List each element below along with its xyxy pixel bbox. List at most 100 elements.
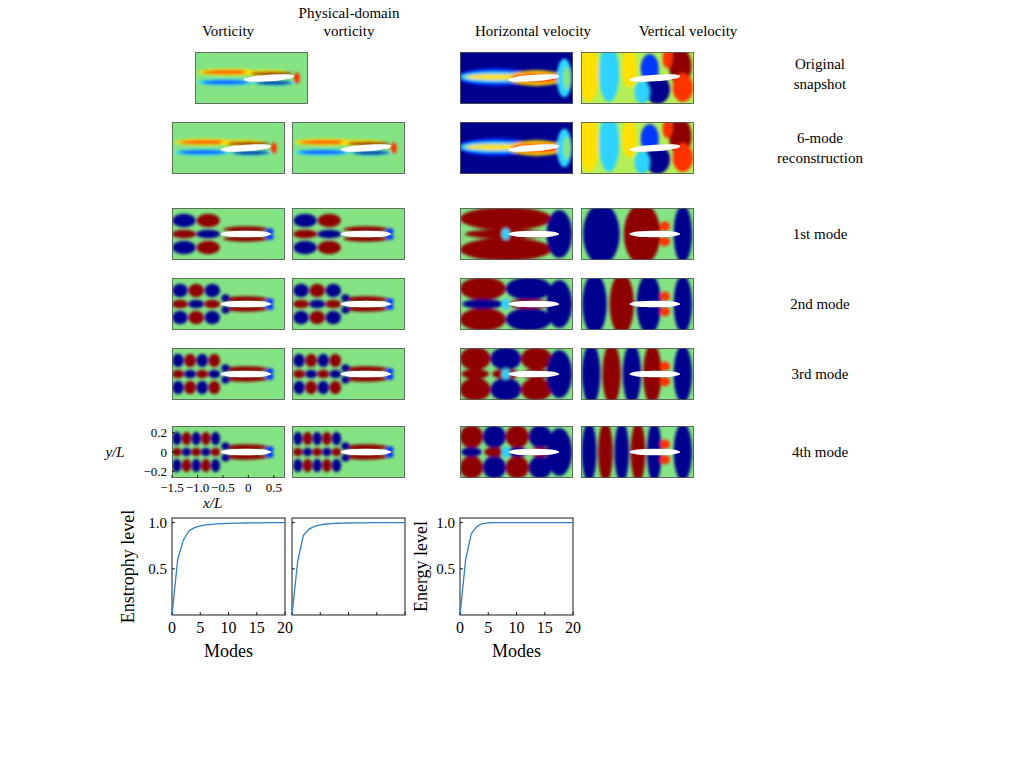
y-tick xyxy=(172,471,175,472)
series-line xyxy=(172,523,285,615)
field-blob xyxy=(521,378,552,400)
text-line: 2nd mode xyxy=(790,296,850,312)
field-blob xyxy=(172,214,195,227)
field-blob xyxy=(330,354,342,367)
field-blob xyxy=(293,284,308,297)
panel-frame xyxy=(173,123,285,174)
y-tick xyxy=(292,522,295,523)
body xyxy=(629,449,680,456)
field-blob xyxy=(660,307,670,317)
x-tick-label: −0.5 xyxy=(211,480,235,495)
field-blob xyxy=(293,448,303,457)
field-structures xyxy=(583,208,692,260)
field-blob xyxy=(461,447,482,457)
field-panel xyxy=(292,426,405,478)
y-axis-title: Enstrophy level xyxy=(118,510,138,623)
field-panel xyxy=(172,278,285,330)
body xyxy=(629,371,680,378)
field-blob xyxy=(188,300,204,309)
field-blob xyxy=(271,142,277,154)
panel-frame xyxy=(196,53,308,104)
field-blob xyxy=(293,370,305,379)
field-panel xyxy=(172,348,285,400)
field-blob xyxy=(205,311,220,324)
panel-frame xyxy=(461,427,573,478)
field-blob xyxy=(172,459,181,472)
field-blob xyxy=(172,448,182,457)
field-panel xyxy=(460,348,573,400)
field-blob xyxy=(508,70,564,85)
panel-frame xyxy=(293,279,405,330)
field-blob xyxy=(462,299,503,309)
text-line: 3rd mode xyxy=(791,366,848,382)
field-structures xyxy=(293,354,394,394)
field-panel xyxy=(460,208,573,260)
x-tick xyxy=(573,612,574,615)
y-tick-label: −0.2 xyxy=(143,464,167,479)
body xyxy=(243,73,294,83)
field-panel xyxy=(460,426,573,478)
field-blob xyxy=(188,284,203,297)
body xyxy=(629,73,680,83)
panel-frame xyxy=(173,279,285,330)
field-blob xyxy=(582,278,606,330)
y-tick-label: 1.0 xyxy=(436,515,455,531)
field-blob xyxy=(221,364,229,372)
field-blob xyxy=(182,459,191,472)
field-blob xyxy=(634,151,649,174)
panel-frame xyxy=(173,349,285,400)
x-tick-label: 5 xyxy=(196,619,204,636)
field-structures xyxy=(293,432,394,472)
plot-frame xyxy=(172,518,285,615)
field-blob xyxy=(313,432,322,445)
field-panel xyxy=(172,122,285,174)
field-blob xyxy=(211,448,221,457)
body xyxy=(629,231,680,238)
row-label: 2nd mode xyxy=(790,296,850,312)
field-blob xyxy=(318,241,341,254)
field-blob xyxy=(460,208,552,230)
field-blob xyxy=(309,284,324,297)
y-tick-label: 0 xyxy=(161,445,168,460)
panel-frame xyxy=(293,427,405,478)
field-blob xyxy=(184,354,196,367)
field-background xyxy=(172,208,285,260)
panel-frame xyxy=(461,53,573,104)
field-blob xyxy=(317,354,329,367)
field-blob xyxy=(293,381,305,394)
field-structures xyxy=(172,214,274,254)
field-panel xyxy=(172,208,285,260)
panel-frame xyxy=(582,279,694,330)
panel-frame xyxy=(582,349,694,400)
field-blob xyxy=(341,454,349,462)
field-blob xyxy=(660,221,670,231)
field-blob xyxy=(581,52,599,102)
field-structures xyxy=(172,284,274,324)
x-tick-label: 0 xyxy=(245,480,252,495)
field-blob xyxy=(341,364,349,372)
field-blob xyxy=(205,284,220,297)
field-panel xyxy=(581,426,694,478)
y-tick-label: 0.5 xyxy=(148,561,167,577)
field-blob xyxy=(483,426,506,448)
field-structures xyxy=(581,52,693,104)
field-structures xyxy=(460,278,572,330)
x-tick-label: 10 xyxy=(509,619,525,636)
field-blob xyxy=(209,354,221,367)
field-panel xyxy=(581,52,694,104)
field-background xyxy=(460,426,573,478)
field-blob xyxy=(204,300,220,309)
field-blob xyxy=(309,311,324,324)
field-blob xyxy=(180,151,226,154)
row-label: 3rd mode xyxy=(791,366,848,382)
x-tick xyxy=(488,612,489,615)
field-blob xyxy=(622,122,637,158)
field-blob xyxy=(191,448,201,457)
body xyxy=(508,73,559,83)
x-tick xyxy=(285,612,286,615)
field-blob xyxy=(172,370,184,379)
field-blob xyxy=(172,284,187,297)
x-tick xyxy=(172,475,173,478)
x-tick xyxy=(348,612,349,615)
field-blob xyxy=(622,52,637,88)
